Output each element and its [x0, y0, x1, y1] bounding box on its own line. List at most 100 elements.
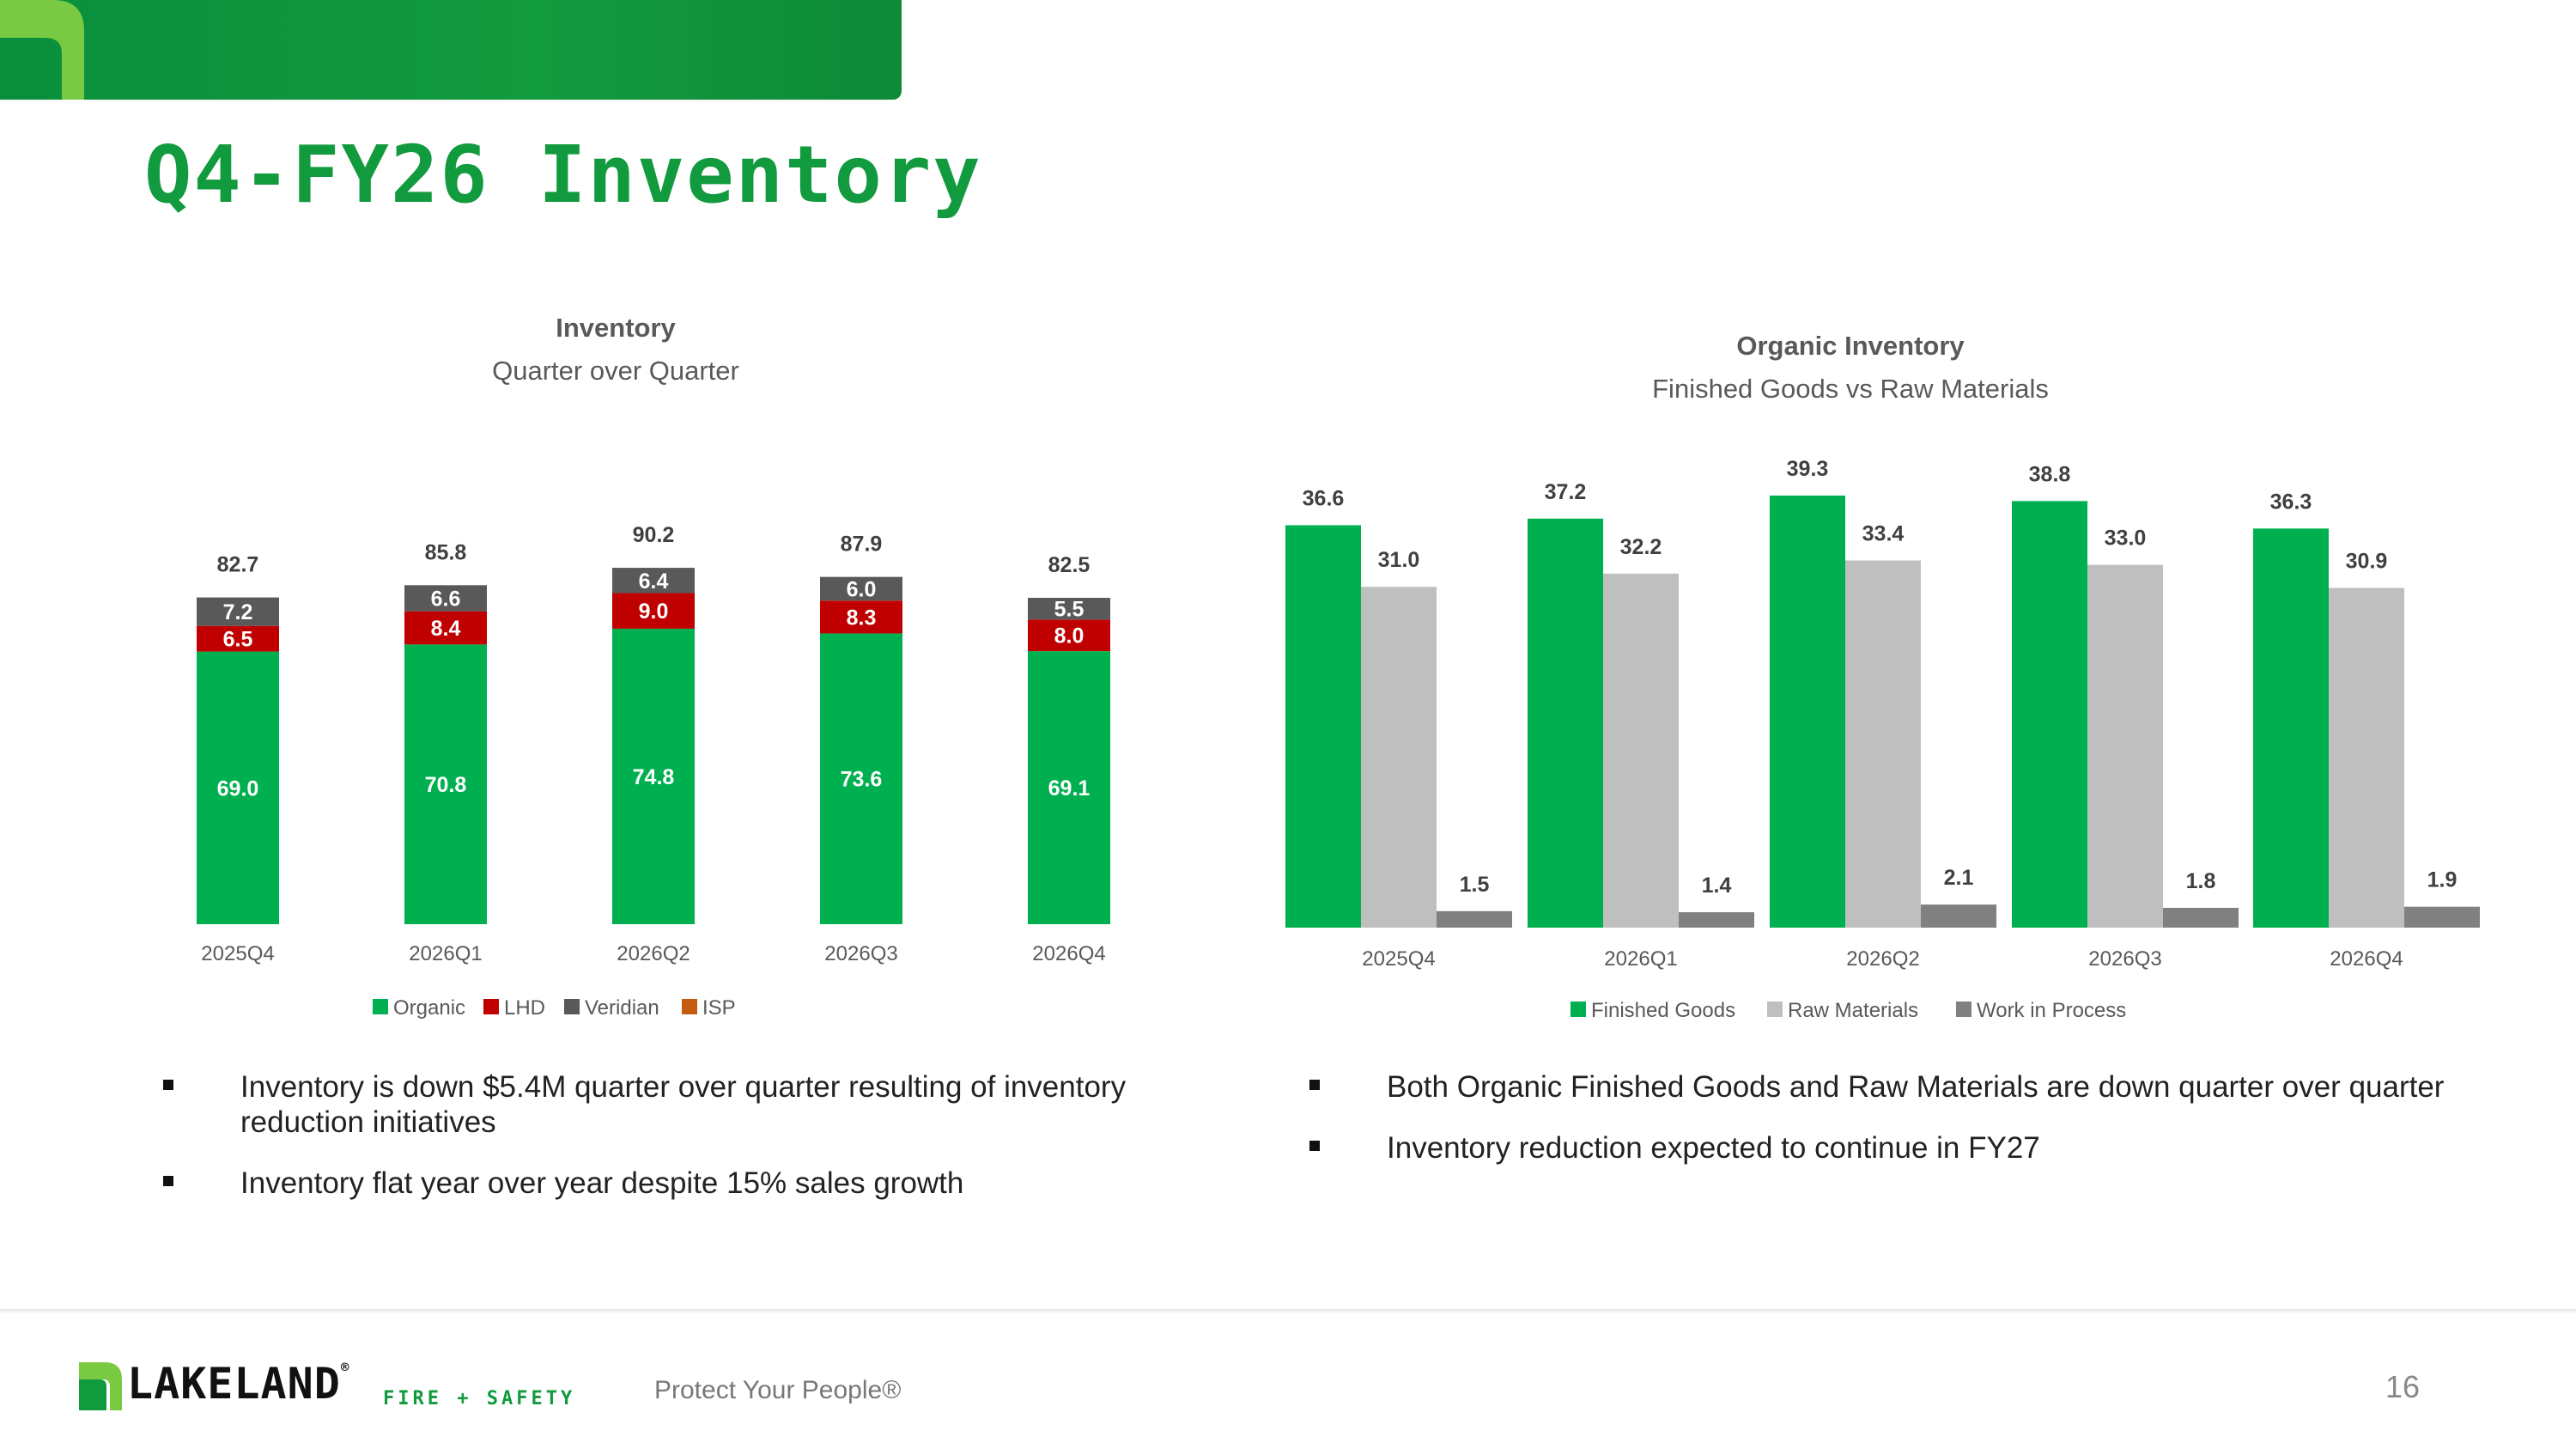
bar-organic-2026Q1 — [404, 644, 487, 924]
data-label: 74.8 — [633, 765, 675, 789]
total-label: 82.5 — [1048, 553, 1091, 577]
leaf-icon — [0, 0, 84, 100]
data-label: 37.2 — [1545, 480, 1587, 504]
bullet-text: Inventory reduction expected to continue… — [1387, 1131, 2040, 1165]
bullet-text: Both Organic Finished Goods and Raw Mate… — [1387, 1070, 2445, 1104]
bar-work-in-process-2026Q3 — [2163, 907, 2239, 928]
bullet-icon — [163, 1080, 173, 1090]
bullet-icon — [163, 1176, 173, 1186]
page-number: 16 — [2385, 1369, 2421, 1404]
bar-raw-materials-2026Q3 — [2087, 564, 2163, 928]
bar-lhd-2026Q1 — [404, 611, 487, 645]
lakeland-logo-icon — [79, 1362, 122, 1410]
data-label: 9.0 — [639, 600, 669, 624]
x-tick-label: 2026Q2 — [1846, 947, 1919, 971]
bar-work-in-process-2026Q4 — [2404, 906, 2480, 928]
bar-organic-2025Q4 — [197, 651, 279, 924]
list-item: Inventory flat year over year despite 15… — [163, 1166, 1236, 1201]
inventory-stacked-chart: Inventory Quarter over Quarter 69.0 6.5 7.2 8… — [197, 313, 1110, 1020]
bar-lhd-2026Q2 — [612, 593, 695, 629]
data-label: 1.4 — [1702, 874, 1732, 898]
data-label: 1.9 — [2427, 868, 2458, 892]
tagline: Protect Your People® — [654, 1376, 902, 1404]
top-banner — [0, 0, 902, 100]
data-label: 8.4 — [431, 617, 461, 641]
data-label: 31.0 — [1378, 548, 1420, 572]
bullet-text: Inventory flat year over year despite 15… — [240, 1166, 964, 1200]
x-tick-label: 2026Q2 — [617, 942, 690, 965]
data-label: 1.5 — [1460, 873, 1490, 897]
data-label: 7.2 — [223, 600, 253, 624]
total-label: 87.9 — [841, 533, 883, 557]
legend-swatch-finished-goods — [1571, 1002, 1586, 1017]
bar-finished-goods-2026Q1 — [1528, 518, 1603, 928]
bar-finished-goods-2026Q3 — [2012, 501, 2087, 928]
brand-logo: LAKELAND® — [127, 1359, 349, 1409]
bar-work-in-process-2025Q4 — [1437, 910, 1512, 928]
x-tick-label: 2026Q1 — [409, 942, 482, 965]
data-label: 69.0 — [217, 776, 259, 801]
bullet-icon — [1309, 1080, 1320, 1090]
x-tick-label: 2026Q4 — [2330, 947, 2403, 971]
total-label: 82.7 — [217, 553, 259, 577]
page-title: Q4-FY26 Inventory — [144, 129, 982, 221]
bar-organic-2026Q3 — [820, 633, 902, 924]
legend-swatch-isp — [682, 999, 697, 1014]
bar-raw-materials-2026Q1 — [1603, 573, 1679, 928]
bar-work-in-process-2026Q2 — [1921, 904, 1996, 928]
x-tick-label: 2026Q3 — [2088, 947, 2161, 971]
x-tick-label: 2025Q4 — [201, 942, 274, 965]
x-tick-label: 2026Q4 — [1032, 942, 1105, 965]
data-label: 32.2 — [1620, 535, 1662, 559]
data-label: 69.1 — [1048, 776, 1091, 801]
bar-raw-materials-2026Q4 — [2329, 588, 2404, 928]
bar-veridian-2026Q3 — [820, 576, 902, 601]
data-label: 36.3 — [2270, 490, 2312, 514]
bar-organic-2026Q2 — [612, 628, 695, 924]
bar-veridian-2026Q2 — [612, 568, 695, 594]
legend-label: Veridian — [585, 996, 659, 1020]
legend-label: Raw Materials — [1788, 999, 1918, 1022]
bar-veridian-2026Q1 — [404, 585, 487, 612]
legend-swatch-lhd — [483, 999, 499, 1014]
brand-registered-mark: ® — [340, 1359, 350, 1375]
legend-label: Finished Goods — [1591, 999, 1735, 1022]
bar-organic-2026Q4 — [1028, 651, 1110, 924]
data-label: 8.0 — [1054, 624, 1084, 648]
legend-swatch-work-in-process — [1956, 1002, 1971, 1017]
data-label: 1.8 — [2186, 869, 2216, 893]
x-tick-label: 2025Q4 — [1362, 947, 1435, 971]
bar-work-in-process-2026Q1 — [1679, 912, 1754, 928]
bar-lhd-2026Q3 — [820, 600, 902, 634]
data-label: 39.3 — [1787, 457, 1829, 481]
data-label: 33.4 — [1862, 521, 1905, 545]
legend-swatch-organic — [373, 999, 388, 1014]
bullet-icon — [1309, 1141, 1320, 1151]
legend-swatch-raw-materials — [1767, 1002, 1783, 1017]
bar-lhd-2025Q4 — [197, 625, 279, 652]
legend-swatch-veridian — [564, 999, 580, 1014]
brand-subtitle: FIRE + SAFETY — [383, 1388, 576, 1409]
list-item: Inventory reduction expected to continue… — [1309, 1130, 2512, 1166]
data-label: 6.6 — [431, 588, 461, 612]
list-item: Inventory is down $5.4M quarter over qua… — [163, 1069, 1236, 1140]
data-label: 73.6 — [841, 768, 883, 792]
bar-finished-goods-2026Q2 — [1770, 495, 1845, 928]
data-label: 30.9 — [2346, 549, 2388, 573]
chart-title: Inventory — [556, 313, 676, 343]
data-label: 6.5 — [223, 628, 253, 652]
list-item: Both Organic Finished Goods and Raw Mate… — [1309, 1069, 2512, 1105]
x-tick-label: 2026Q1 — [1604, 947, 1677, 971]
data-label: 2.1 — [1944, 866, 1974, 890]
x-tick-label: 2026Q3 — [824, 942, 897, 965]
total-label: 85.8 — [425, 540, 467, 564]
bar-veridian-2025Q4 — [197, 597, 279, 626]
bar-finished-goods-2025Q4 — [1285, 525, 1361, 928]
total-label: 90.2 — [633, 523, 675, 547]
data-label: 36.6 — [1303, 487, 1345, 511]
organic-inventory-chart: Organic Inventory Finished Goods vs Raw M… — [1285, 331, 2480, 1022]
legend-label: LHD — [504, 996, 545, 1020]
bar-finished-goods-2026Q4 — [2253, 528, 2329, 928]
bar-raw-materials-2026Q2 — [1845, 560, 1921, 928]
footer-divider — [0, 1309, 2576, 1314]
